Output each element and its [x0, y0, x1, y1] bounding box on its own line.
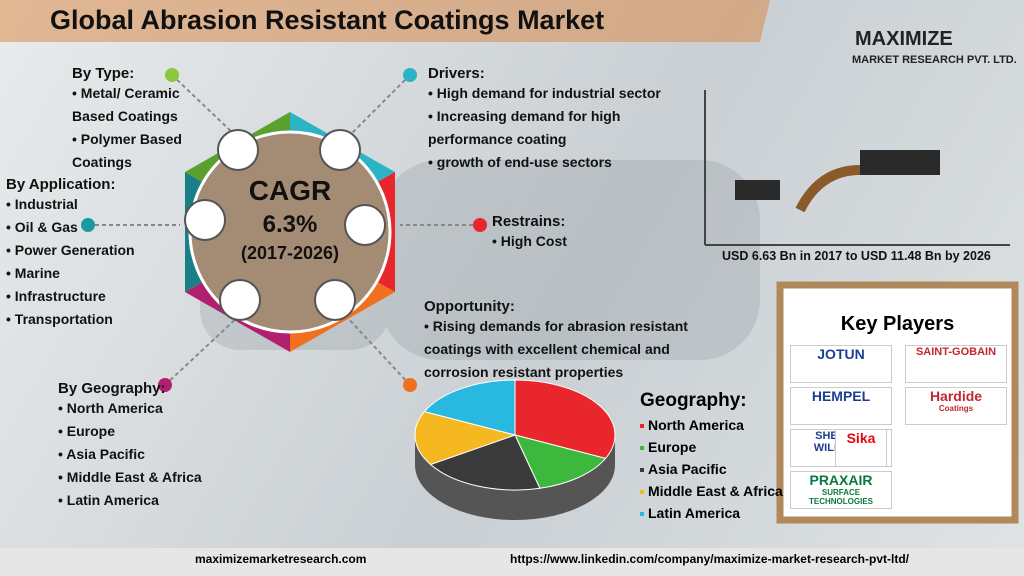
player-logo: HEMPEL — [790, 387, 892, 425]
section-items: High demand for industrial sectorIncreas… — [428, 82, 708, 174]
drivers: Drivers:High demand for industrial secto… — [428, 65, 708, 174]
by-type: By Type:Metal/ Ceramic Based CoatingsPol… — [72, 65, 192, 174]
player-logo: SAINT-GOBAIN — [905, 345, 1007, 383]
legend-swatch — [640, 512, 644, 517]
key-players: JOTUNSAINT-GOBAINHEMPELHardideCoatingsSH… — [790, 345, 1010, 515]
player-logo: Sika — [835, 429, 887, 467]
legend-label: Middle East & Africa — [648, 483, 783, 499]
footer-right: https://www.linkedin.com/company/maximiz… — [510, 552, 909, 566]
pie-slice — [429, 434, 541, 491]
section-item: Metal/ Ceramic Based Coatings — [72, 82, 192, 128]
player-sub: SURFACE TECHNOLOGIES — [808, 488, 873, 506]
legend-label: Asia Pacific — [648, 461, 727, 477]
legend-item: North America — [640, 414, 783, 436]
section-item: Oil & Gas — [6, 216, 166, 239]
section-item: Rising demands for abrasion resistant co… — [424, 315, 694, 384]
section-item: growth of end-use sectors — [428, 151, 708, 174]
section-item: Polymer Based Coatings — [72, 128, 192, 174]
player-sub: Coatings — [938, 404, 974, 413]
section-item: High Cost — [492, 230, 642, 253]
player-name: HEMPEL — [811, 388, 871, 404]
legend-swatch — [640, 424, 644, 429]
section-label: Drivers: — [428, 65, 485, 82]
section-items: Metal/ Ceramic Based CoatingsPolymer Bas… — [72, 82, 192, 174]
player-name: Sika — [846, 430, 876, 446]
player-name: SAINT-GOBAIN — [915, 346, 997, 358]
section-label: By Geography: — [58, 380, 166, 397]
cagr-period: (2017-2026) — [240, 243, 340, 263]
section-label: Opportunity: — [424, 298, 515, 315]
section-label: Restrains: — [492, 213, 566, 230]
legend-swatch — [640, 446, 644, 451]
by-application: By Application:IndustrialOil & GasPower … — [6, 176, 166, 331]
section-item: Middle East & Africa — [58, 466, 238, 489]
section-item: North America — [58, 397, 238, 420]
section-item: High demand for industrial sector — [428, 82, 708, 105]
section-items: IndustrialOil & GasPower GenerationMarin… — [6, 193, 166, 331]
pie-slice — [414, 411, 517, 466]
section-item: Increasing demand for high performance c… — [428, 105, 708, 151]
opportunity: Opportunity:Rising demands for abrasion … — [424, 298, 694, 384]
section-item: Latin America — [58, 489, 238, 512]
cagr: CAGR 6.3% (2017-2026) — [190, 175, 390, 264]
brand-sub: MARKET RESEARCH PVT. LTD. — [852, 54, 1017, 66]
section-items: High Cost — [492, 230, 642, 253]
brand: MAXIMIZE — [855, 28, 953, 50]
cagr-label: CAGR — [248, 175, 332, 206]
section-item: Europe — [58, 420, 238, 443]
player-name: Hardide — [929, 388, 983, 404]
cagr-value: 6.3% — [262, 211, 318, 238]
section-item: Power Generation — [6, 239, 166, 262]
key-players-label: Key Players — [840, 313, 955, 335]
pie-slice — [514, 434, 607, 489]
section-item: Transportation — [6, 308, 166, 331]
market-size: USD 6.63 Bn in 2017 to USD 11.48 Bn by 2… — [722, 249, 991, 263]
section-label: By Application: — [6, 176, 116, 193]
legend-item: Europe — [640, 436, 783, 458]
section-item: Asia Pacific — [58, 443, 238, 466]
legend-swatch — [640, 468, 644, 473]
title: Global Abrasion Resistant Coatings Marke… — [50, 5, 605, 35]
legend-item: Middle East & Africa — [640, 480, 783, 502]
section-item: Infrastructure — [6, 285, 166, 308]
player-name: JOTUN — [817, 346, 865, 362]
legend-item: Latin America — [640, 502, 783, 524]
player-logo: JOTUN — [790, 345, 892, 383]
legend-label: Europe — [648, 439, 697, 455]
legend-swatch — [640, 490, 644, 495]
legend-label: North America — [648, 417, 744, 433]
section-item: Industrial — [6, 193, 166, 216]
restrains: Restrains:High Cost — [492, 213, 642, 253]
player-logo: Hardide Coatings — [905, 387, 1007, 425]
legend-label: Latin America — [648, 505, 741, 521]
player-name: PRAXAIR — [809, 472, 873, 488]
section-items: Rising demands for abrasion resistant co… — [424, 315, 694, 384]
pie-legend: North America Europe Asia Pacific Middle Ea… — [640, 414, 783, 524]
section-item: Marine — [6, 262, 166, 285]
player-logo: PRAXAIR SURFACE TECHNOLOGIES — [790, 471, 892, 509]
pie-label: Geography: — [640, 390, 747, 411]
legend-item: Asia Pacific — [640, 458, 783, 480]
section-label: By Type: — [72, 65, 135, 82]
footer-left: maximizemarketresearch.com — [195, 552, 367, 566]
